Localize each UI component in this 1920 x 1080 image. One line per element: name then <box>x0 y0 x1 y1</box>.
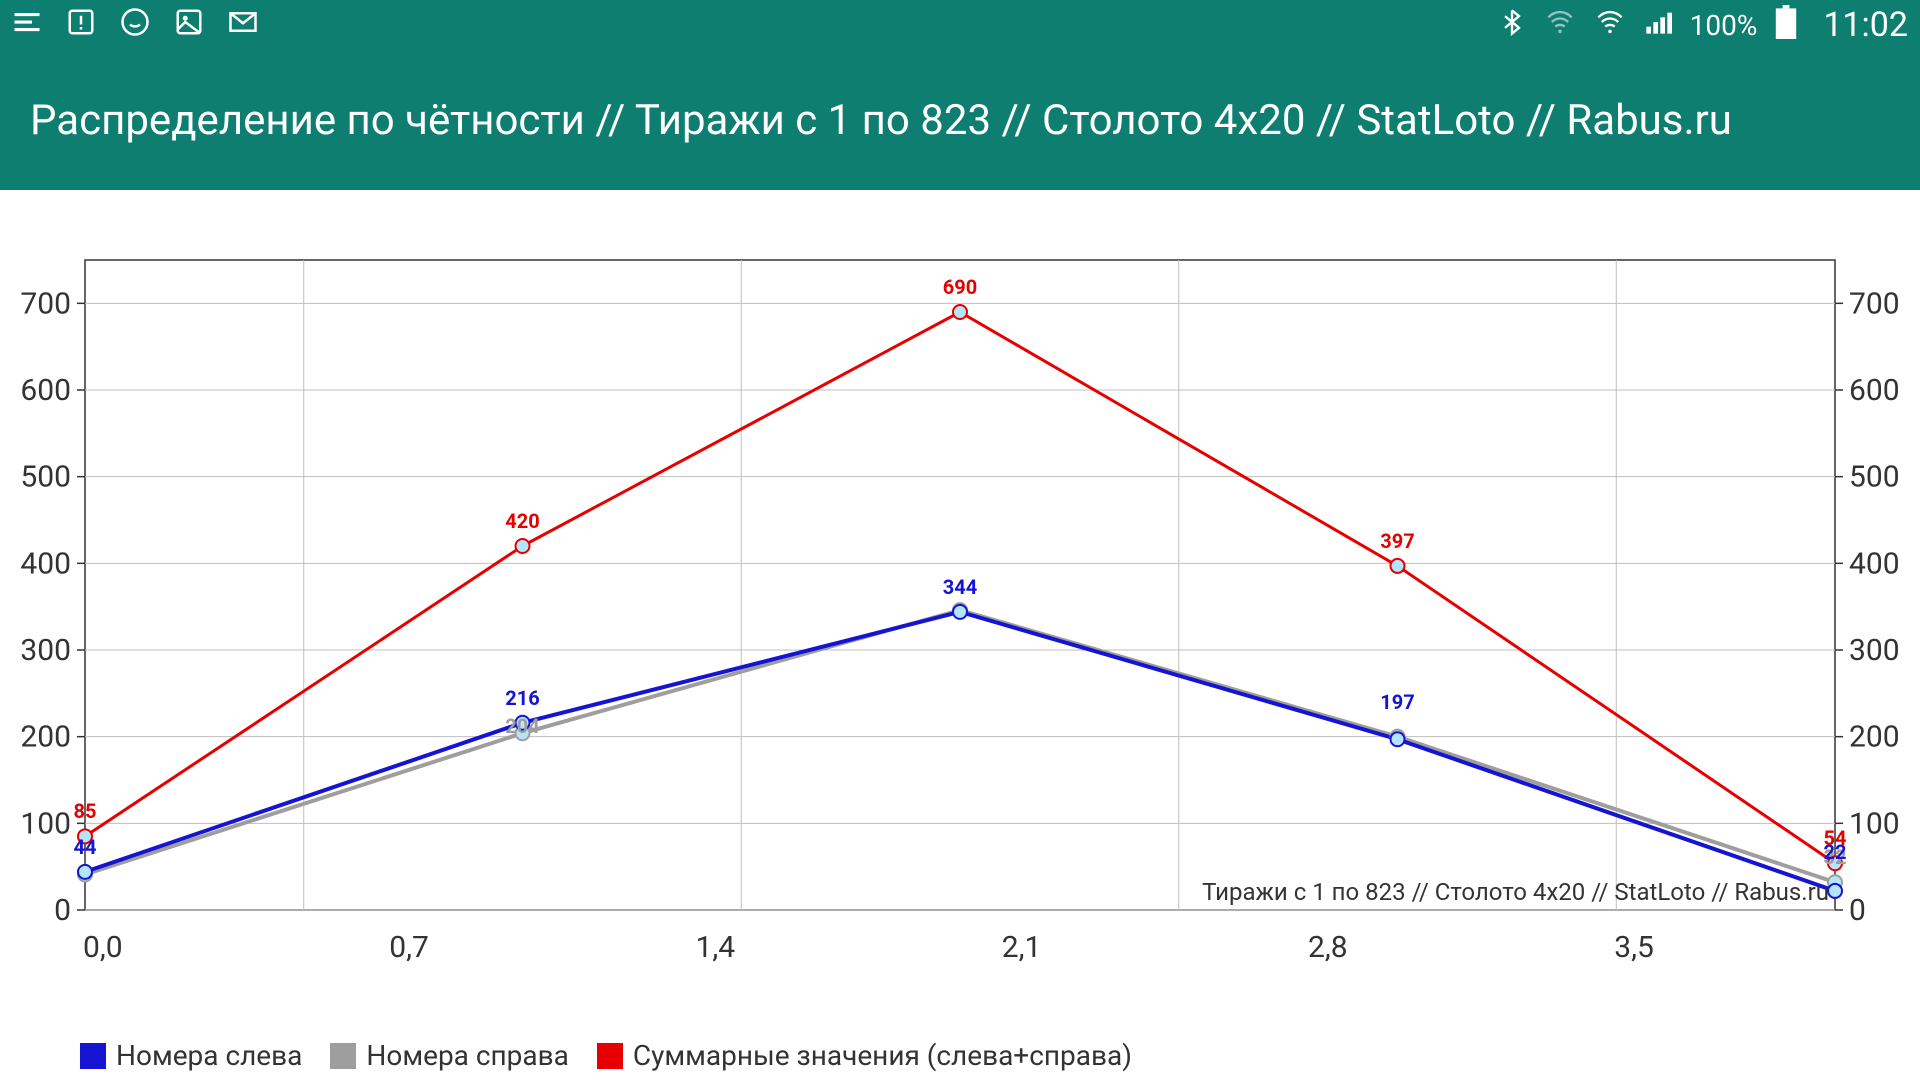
wifi-icon <box>1594 8 1626 42</box>
chart-footer-note: Тиражи с 1 по 823 // Столото 4x20 // Sta… <box>1202 878 1829 906</box>
bluetooth-icon <box>1498 8 1526 42</box>
x-tick-label: 1,4 <box>696 930 736 965</box>
data-point-label: 420 <box>505 509 539 533</box>
alert-icon <box>66 7 96 43</box>
svg-text:200: 200 <box>1849 720 1900 755</box>
app-title: Распределение по чётности // Тиражи с 1 … <box>30 96 1732 145</box>
svg-text:400: 400 <box>1849 546 1900 581</box>
svg-text:400: 400 <box>20 546 71 581</box>
svg-text:600: 600 <box>1849 373 1900 408</box>
signal-icon <box>1644 8 1672 42</box>
legend-item-sum: Суммарные значения (слева+справа) <box>597 1039 1132 1072</box>
svg-text:300: 300 <box>1849 633 1900 668</box>
svg-text:0: 0 <box>54 893 71 928</box>
legend-swatch <box>330 1043 356 1069</box>
legend-swatch <box>597 1043 623 1069</box>
x-tick-label: 0,7 <box>389 930 429 965</box>
x-tick-label: 2,8 <box>1308 930 1348 965</box>
avast-icon <box>120 7 150 43</box>
data-point-label: 204 <box>505 714 539 738</box>
legend-item-right: Номера справа <box>330 1039 568 1072</box>
status-left-icons <box>12 7 258 43</box>
legend-label: Суммарные значения (слева+справа) <box>633 1039 1132 1072</box>
wifi-off-icon <box>1544 8 1576 42</box>
svg-text:100: 100 <box>20 806 71 841</box>
data-point-label: 397 <box>1380 529 1414 553</box>
data-point-label: 54 <box>1824 826 1847 850</box>
svg-text:700: 700 <box>20 286 71 321</box>
chart-area: 0 0 100 100 200 200 300 300 400 400 500 500 600 600 70… <box>0 190 1920 1080</box>
x-tick-label: 3,5 <box>1614 930 1654 965</box>
svg-text:500: 500 <box>20 460 71 495</box>
mail-icon <box>228 7 258 43</box>
svg-text:500: 500 <box>1849 460 1900 495</box>
app-bar: Распределение по чётности // Тиражи с 1 … <box>0 50 1920 190</box>
svg-text:100: 100 <box>1849 806 1900 841</box>
svg-text:700: 700 <box>1849 286 1900 321</box>
svg-text:600: 600 <box>20 373 71 408</box>
x-tick-label: 0,0 <box>83 930 123 965</box>
svg-text:300: 300 <box>20 633 71 668</box>
notification-icon <box>12 7 42 43</box>
data-point-label: 344 <box>943 575 977 599</box>
data-point-label: 197 <box>1380 690 1414 714</box>
clock: 11:02 <box>1823 5 1908 45</box>
battery-icon <box>1775 5 1797 45</box>
legend-label: Номера слева <box>116 1039 302 1072</box>
svg-text:0: 0 <box>1849 893 1866 928</box>
android-status-bar: 100% 11:02 <box>0 0 1920 50</box>
data-point-label: 216 <box>505 686 539 710</box>
image-icon <box>174 7 204 43</box>
legend-swatch <box>80 1043 106 1069</box>
x-tick-label: 2,1 <box>1002 930 1042 965</box>
battery-percent: 100% <box>1690 9 1758 42</box>
legend-label: Номера справа <box>366 1039 568 1072</box>
data-point-label: 85 <box>74 799 97 823</box>
data-point-label: 44 <box>74 835 97 859</box>
data-point-label: 690 <box>943 275 977 299</box>
status-right-icons: 100% 11:02 <box>1498 5 1908 45</box>
legend: Номера слева Номера справа Суммарные зна… <box>80 1039 1132 1072</box>
svg-text:200: 200 <box>20 720 71 755</box>
legend-item-left: Номера слева <box>80 1039 302 1072</box>
